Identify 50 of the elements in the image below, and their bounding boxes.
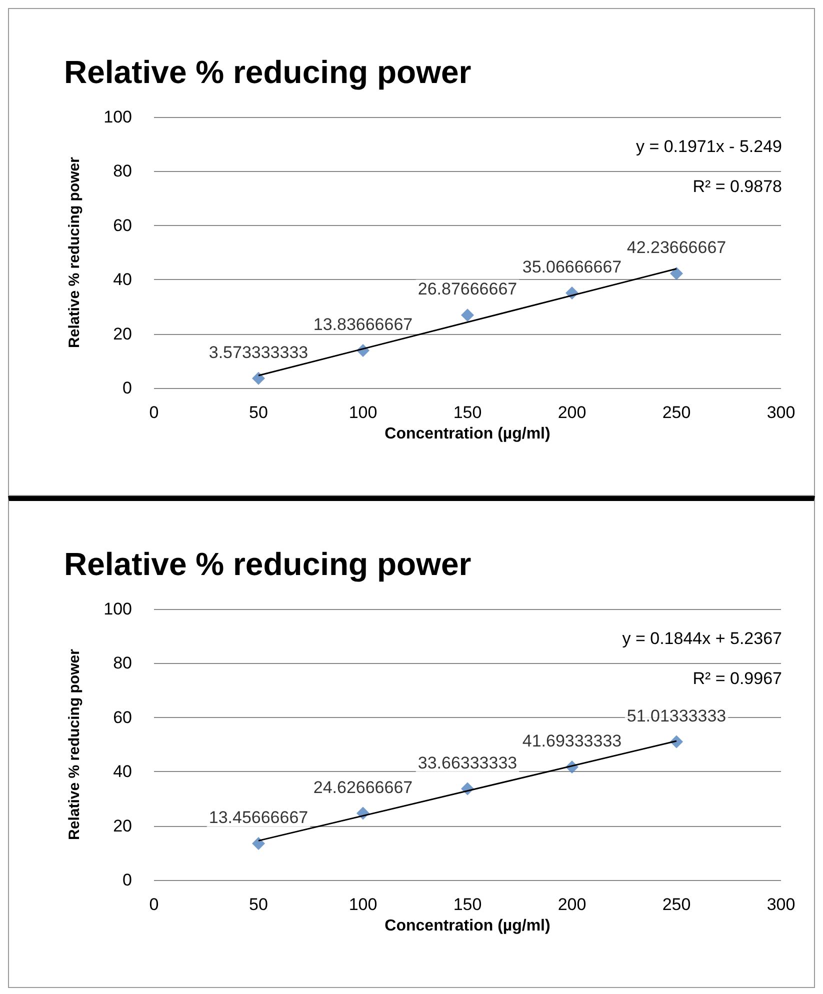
data-label: 13.83666667 (313, 315, 413, 334)
point (670, 267, 683, 280)
x-tick-label: 100 (348, 895, 378, 914)
y-axis-title: Relative % reducing power (66, 648, 83, 840)
x-tick-label: 50 (249, 895, 268, 914)
x-tick-label: 300 (766, 403, 796, 422)
y-tick-label: 0 (122, 378, 132, 398)
point (252, 372, 265, 385)
x-tick-label: 300 (766, 895, 796, 914)
y-tick-label: 80 (113, 162, 132, 181)
data-label: 35.06666667 (522, 257, 622, 276)
y-tick-label: 60 (113, 708, 132, 727)
y-tick-label: 100 (104, 108, 132, 126)
data-label: 51.01333333 (626, 706, 726, 726)
y-axis-title: Relative % reducing power (66, 156, 83, 348)
x-tick-label: 0 (149, 895, 159, 914)
data-label: 26.87666667 (418, 280, 518, 299)
x-axis-title: Concentration (µg/ml) (384, 426, 550, 442)
y-tick-label: 20 (113, 816, 132, 836)
x-tick-label: 150 (453, 895, 482, 914)
data-label: 3.573333333 (208, 342, 308, 362)
x-tick-label: 250 (662, 403, 691, 422)
data-label: 33.66333333 (418, 753, 518, 772)
annotation: y = 0.1844x + 5.2367 (622, 629, 782, 648)
y-tick-label: 80 (113, 654, 132, 673)
x-tick-label: 200 (558, 895, 586, 914)
x-tick-label: 150 (453, 403, 482, 422)
x-axis-title: Concentration (µg/ml) (384, 918, 550, 934)
y-tick-label: 0 (122, 870, 132, 890)
data-label: 13.45666667 (208, 808, 308, 828)
y-tick-label: 100 (104, 600, 132, 618)
data-label: 42.23666667 (626, 238, 726, 258)
data-label: 41.69333333 (522, 732, 622, 751)
y-tick-label: 40 (113, 270, 132, 290)
annotation: R² = 0.9967 (692, 669, 782, 688)
y-tick-label: 60 (113, 216, 132, 235)
data-label: 24.62666667 (313, 778, 413, 797)
x-tick-label: 50 (249, 403, 268, 422)
x-tick-label: 0 (149, 403, 159, 422)
x-tick-label: 200 (558, 403, 586, 422)
point (461, 308, 474, 322)
y-tick-label: 40 (113, 762, 132, 782)
annotation: y = 0.1971x - 5.249 (636, 137, 782, 156)
x-tick-label: 100 (348, 403, 378, 422)
y-tick-label: 20 (113, 324, 132, 344)
annotation: R² = 0.9878 (692, 177, 782, 196)
chart-title: Relative % reducing power (64, 546, 472, 582)
x-tick-label: 250 (662, 895, 691, 914)
chart-title: Relative % reducing power (64, 54, 472, 90)
point (252, 837, 265, 850)
